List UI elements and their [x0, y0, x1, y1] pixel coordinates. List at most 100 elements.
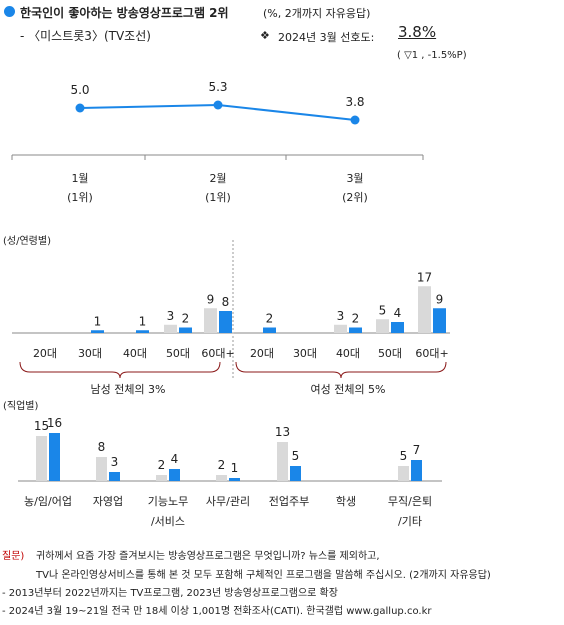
bar-current	[109, 472, 120, 481]
trend-point	[350, 115, 360, 125]
bar-current	[290, 466, 301, 481]
bar-current-label: 4	[171, 452, 179, 466]
group-brace	[235, 361, 447, 379]
section-label-occupation: (직업별)	[3, 401, 39, 412]
trend-month-label: 2월	[209, 172, 226, 185]
bar-current-label: 2	[266, 312, 274, 326]
bar-current	[391, 322, 404, 333]
bar-prev	[164, 324, 177, 333]
bar-prev-label: 3	[337, 309, 345, 323]
bar-current-label: 1	[231, 461, 239, 475]
trend-rank-label: (1위)	[205, 191, 231, 204]
question-label: 질문)	[2, 551, 25, 562]
bar-current-label: 1	[94, 314, 102, 328]
bar-current	[49, 433, 60, 481]
trend-month-label: 3월	[346, 172, 363, 185]
occupation-category-label: /기타	[398, 515, 422, 528]
bar-current	[433, 308, 446, 333]
section-label-gender-age: (성/연령별)	[3, 236, 51, 247]
trend-value-label: 5.3	[208, 80, 227, 94]
question-line-1: 귀하께서 요즘 가장 즐겨보시는 방송영상프로그램은 무엇입니까? 뉴스를 제외…	[36, 551, 380, 562]
bar-current	[349, 327, 362, 333]
bar-prev-label: 9	[207, 292, 215, 306]
bar-prev-label: 17	[417, 270, 432, 284]
bar-current	[219, 311, 232, 333]
bar-current-label: 2	[352, 312, 360, 326]
occupation-category-label: 농/임/어업	[24, 495, 72, 508]
occupation-category-label: 학생	[336, 495, 356, 508]
bar-current-label: 7	[413, 443, 421, 457]
bar-prev-label: 8	[98, 440, 106, 454]
bar-prev-label: 2	[218, 458, 226, 472]
pref-change: ( ▽1 , -1.5%P)	[397, 50, 467, 61]
bar-current	[169, 469, 180, 481]
bar-current	[229, 478, 240, 481]
trend-rank-label: (1위)	[67, 191, 93, 204]
trend-rank-label: (2위)	[342, 191, 368, 204]
bar-prev	[376, 319, 389, 333]
bar-prev	[334, 324, 347, 333]
age-category-label: 30대	[293, 347, 317, 360]
occupation-category-label: 자영업	[93, 495, 123, 508]
occupation-category-label: 전업주부	[269, 495, 309, 508]
bar-prev	[216, 475, 227, 481]
bar-prev	[277, 442, 288, 481]
bar-current-label: 5	[292, 449, 300, 463]
bar-prev	[204, 308, 217, 333]
trend-point	[213, 100, 223, 110]
female-summary: 여성 전체의 5%	[310, 383, 386, 396]
age-category-label: 50대	[166, 347, 190, 360]
trend-point	[75, 103, 85, 113]
bar-current	[91, 330, 104, 333]
chart-title-note: (%, 2개까지 자유응답)	[263, 7, 371, 20]
bar-prev	[156, 475, 167, 481]
bar-current-label: 3	[111, 455, 119, 469]
age-category-label: 20대	[250, 347, 274, 360]
pref-label: 2024년 3월 선호도:	[278, 31, 375, 44]
bar-prev	[96, 457, 107, 481]
age-category-label: 30대	[78, 347, 102, 360]
chart-title: 한국인이 좋아하는 방송영상프로그램 2위	[20, 6, 229, 20]
bar-prev-label: 13	[275, 425, 290, 439]
bar-prev	[418, 286, 431, 333]
bar-current-label: 1	[139, 314, 147, 328]
bar-current-label: 16	[47, 416, 62, 430]
occupation-category-label: 사무/관리	[206, 495, 250, 508]
question-line-2: TV나 온라인영상서비스를 통해 본 것 모두 포함해 구체적인 프로그램을 말…	[36, 570, 491, 581]
footnote-2: - 2024년 3월 19~21일 전국 만 18세 이상 1,001명 전화조…	[2, 606, 432, 617]
male-summary: 남성 전체의 3%	[90, 383, 166, 396]
bar-current-label: 8	[222, 295, 230, 309]
bar-prev-label: 3	[167, 309, 175, 323]
bar-current	[136, 330, 149, 333]
pref-value: 3.8%	[398, 23, 437, 41]
age-category-label: 20대	[33, 347, 57, 360]
occupation-category-label: 기능노무	[148, 495, 188, 508]
age-category-label: 50대	[378, 347, 402, 360]
program-name: - 〈미스트롯3〉(TV조선)	[20, 29, 151, 43]
age-category-label: 60대+	[415, 347, 448, 360]
bar-current	[411, 460, 422, 481]
occupation-category-label: /서비스	[151, 515, 185, 528]
bar-prev-label: 15	[34, 419, 49, 433]
bar-current	[263, 327, 276, 333]
bar-prev	[398, 466, 409, 481]
age-category-label: 60대+	[201, 347, 234, 360]
bar-prev-label: 5	[400, 449, 408, 463]
age-category-label: 40대	[123, 347, 147, 360]
trend-value-label: 3.8	[345, 95, 364, 109]
bar-current-label: 2	[182, 312, 190, 326]
bar-current-label: 4	[394, 306, 402, 320]
group-brace	[19, 361, 221, 379]
occupation-category-label: 무직/은퇴	[388, 495, 432, 508]
bar-current	[179, 327, 192, 333]
pref-marker-icon: ❖	[260, 29, 270, 42]
bar-current-label: 9	[436, 292, 444, 306]
bar-prev-label: 2	[158, 458, 166, 472]
age-category-label: 40대	[336, 347, 360, 360]
bar-prev-label: 5	[379, 303, 387, 317]
footnote-1: - 2013년부터 2022년까지는 TV프로그램, 2023년 방송영상프로그…	[2, 588, 338, 599]
trend-month-label: 1월	[71, 172, 88, 185]
bar-prev	[36, 436, 47, 481]
trend-value-label: 5.0	[70, 83, 89, 97]
